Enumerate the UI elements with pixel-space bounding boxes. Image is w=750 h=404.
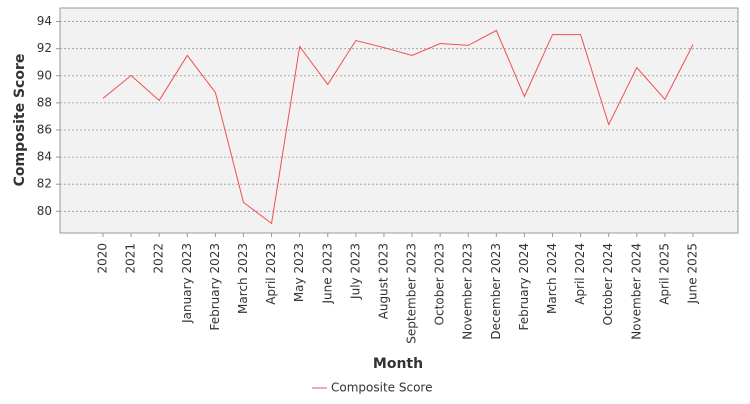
x-tick-label: August 2023 xyxy=(376,243,390,319)
x-tick-label: April 2024 xyxy=(573,243,587,305)
x-tick-label: November 2024 xyxy=(629,243,643,340)
x-tick-label: 2022 xyxy=(152,243,166,274)
x-tick-label: February 2024 xyxy=(517,243,531,331)
x-axis-title: Month xyxy=(373,356,423,372)
x-tick-label: June 2023 xyxy=(320,243,334,305)
legend-label: Composite Score xyxy=(331,381,432,395)
x-tick-label: 2020 xyxy=(96,243,110,274)
y-tick-label: 86 xyxy=(37,122,52,136)
x-tick-label: December 2023 xyxy=(489,243,503,340)
x-tick-label: 2021 xyxy=(124,243,138,274)
y-axis-title: Composite Score xyxy=(12,54,28,187)
y-tick-label: 82 xyxy=(37,177,52,191)
plot-area xyxy=(59,7,739,234)
y-tick-label: 92 xyxy=(37,41,52,55)
y-tick-label: 84 xyxy=(37,150,52,164)
x-tick-label: February 2023 xyxy=(208,243,222,331)
y-tick-label: 80 xyxy=(37,204,52,218)
x-tick-label: January 2023 xyxy=(180,243,194,324)
data-line xyxy=(102,29,694,225)
x-tick-label: July 2023 xyxy=(348,243,362,300)
y-tick-label: 88 xyxy=(37,95,52,109)
x-tick-label: March 2023 xyxy=(236,243,250,314)
x-tick-label: March 2024 xyxy=(545,243,559,314)
x-tick-label: November 2023 xyxy=(461,243,475,340)
x-tick-label: October 2023 xyxy=(433,243,447,325)
y-tick-label: 94 xyxy=(37,14,52,28)
x-tick-label: October 2024 xyxy=(601,243,615,325)
x-tick-label: April 2023 xyxy=(264,243,278,305)
x-tick-label: June 2025 xyxy=(686,243,700,305)
x-tick-label: May 2023 xyxy=(292,243,306,302)
x-tick-label: April 2025 xyxy=(657,243,671,305)
y-tick-label: 90 xyxy=(37,68,52,82)
x-tick-label: September 2023 xyxy=(405,243,419,344)
